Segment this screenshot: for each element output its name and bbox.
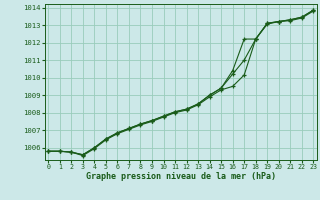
X-axis label: Graphe pression niveau de la mer (hPa): Graphe pression niveau de la mer (hPa) [86, 172, 276, 181]
